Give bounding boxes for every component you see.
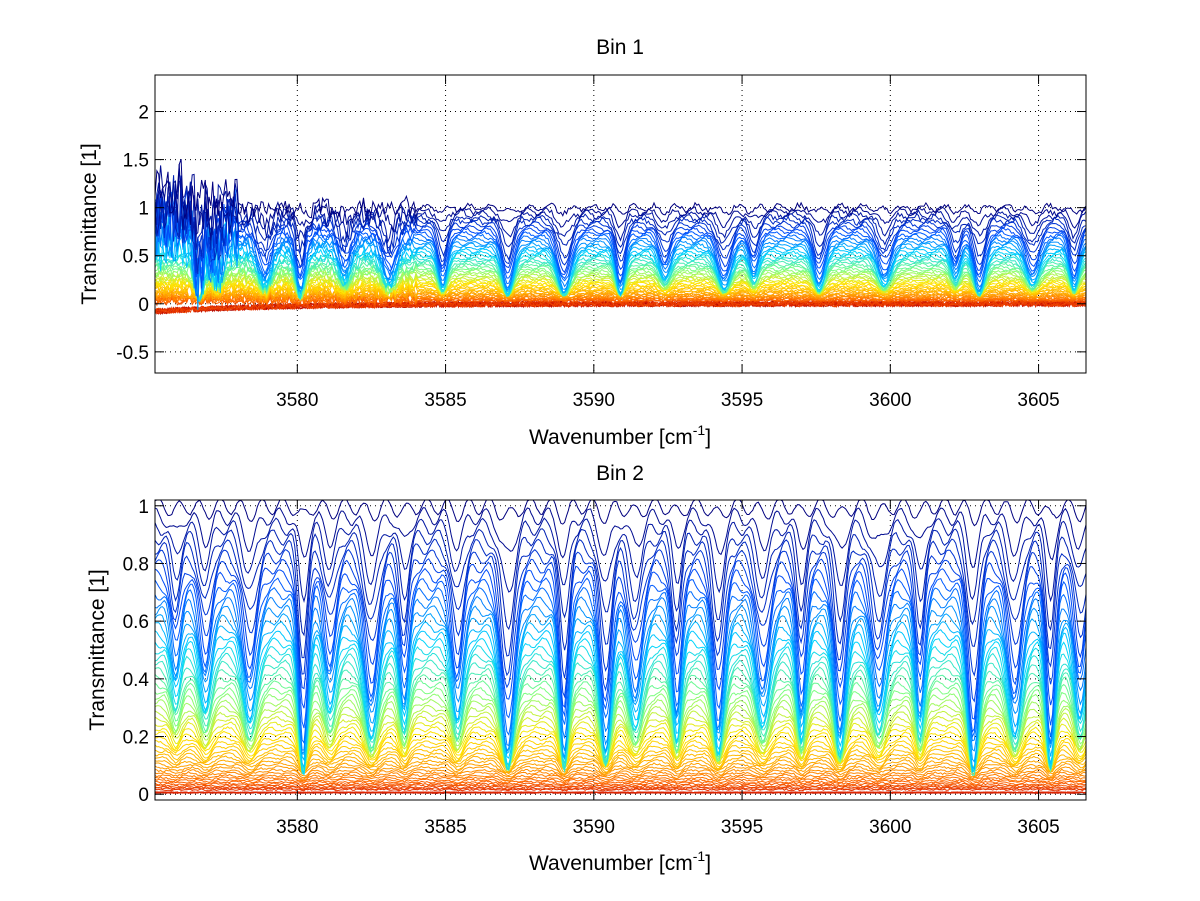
series-line (154, 762, 1087, 777)
series-line (154, 188, 1087, 289)
series-line (154, 175, 1087, 253)
y-tick-label: 0.6 (123, 612, 149, 633)
y-ticks: 0 0.2 0.4 0.6 0.8 1 (123, 497, 1086, 806)
series-line (154, 759, 1087, 775)
series-line (154, 776, 1087, 784)
y-tick-label: 2 (138, 103, 149, 124)
series-line (154, 730, 1087, 769)
x-tick-label: 3600 (869, 817, 911, 838)
x-tick-label: 3605 (1017, 390, 1059, 411)
series-line (154, 710, 1087, 772)
series-line (154, 200, 1087, 297)
x-ticks: 3580 3585 3590 3595 3600 3605 (276, 500, 1060, 838)
series-line (154, 782, 1087, 787)
series-line (154, 725, 1087, 770)
series-line (154, 548, 1087, 679)
x-tick-label: 3580 (276, 390, 318, 411)
series-line (154, 190, 1087, 274)
y-tick-label: 1.5 (123, 151, 149, 172)
series-line (154, 784, 1087, 789)
y-tick-label: 1 (138, 497, 149, 518)
series-line (154, 175, 1087, 275)
series-line (155, 791, 1087, 794)
series-line (154, 577, 1087, 734)
y-tick-label: 0 (138, 295, 149, 316)
series-line (154, 659, 1087, 774)
series-line (154, 558, 1087, 703)
y-axis-label: Transmittance [1] (78, 143, 101, 304)
series-line (154, 191, 1087, 289)
series-line (154, 211, 1087, 296)
series-line (154, 771, 1087, 781)
x-tick-label: 3580 (276, 817, 318, 838)
x-axis-label: Wavenumber [cm-1] (529, 848, 711, 875)
series-line (154, 755, 1087, 774)
series-line (154, 778, 1087, 785)
series-line (154, 159, 1087, 226)
series-line (154, 507, 1087, 568)
y-tick-label: -0.5 (116, 343, 149, 364)
series-line (154, 739, 1087, 771)
x-tick-label: 3595 (721, 390, 763, 411)
plot-title: Bin 1 (596, 36, 644, 59)
y-axis-label: Transmittance [1] (86, 569, 109, 730)
series-line (154, 765, 1087, 778)
y-tick-label: 0.5 (123, 247, 149, 268)
plot-title: Bin 2 (596, 462, 644, 485)
series-line (154, 567, 1087, 720)
series-line (154, 744, 1087, 772)
series-line (154, 785, 1087, 790)
series-line (154, 528, 1087, 637)
y-tick-label: 0.4 (123, 670, 150, 691)
y-tick-label: 1 (138, 199, 149, 220)
x-tick-label: 3590 (573, 390, 615, 411)
series-line (154, 178, 1087, 244)
series-line (154, 517, 1087, 603)
series-line (154, 205, 1087, 293)
series-line (154, 704, 1087, 772)
x-tick-label: 3595 (721, 817, 763, 838)
series-line (154, 780, 1087, 786)
x-tick-label: 3605 (1017, 817, 1059, 838)
series-line (154, 299, 1087, 314)
y-tick-label: 0 (138, 785, 149, 806)
series-line (154, 673, 1087, 777)
y-tick-label: 0.2 (123, 728, 149, 749)
series-line (154, 613, 1087, 764)
series-line (154, 666, 1087, 776)
x-tick-label: 3585 (424, 817, 466, 838)
series-lines (154, 499, 1087, 794)
series-line (154, 207, 1087, 310)
x-ticks: 3580 3585 3590 3595 3600 3605 (276, 75, 1060, 411)
series-line (154, 499, 1087, 527)
series-line (154, 604, 1087, 755)
series-line (154, 698, 1087, 772)
axes-bin-1: Bin 1 3580 3585 3590 3595 3600 3605 -0.5 0 0.5 1… (78, 36, 1087, 449)
x-tick-label: 3585 (424, 390, 466, 411)
series-line (154, 164, 1087, 241)
axes-bin-2: Bin 2 3580 3585 3590 3595 3600 3605 0 0.2 0.4 0.… (86, 462, 1087, 875)
series-line (154, 773, 1087, 782)
series-line (154, 752, 1087, 774)
x-tick-label: 3590 (573, 817, 615, 838)
series-lines (154, 159, 1087, 316)
y-tick-label: 0.8 (123, 554, 149, 575)
series-line (154, 788, 1086, 792)
x-tick-label: 3600 (869, 390, 911, 411)
series-line (154, 621, 1087, 770)
x-axis-label: Wavenumber [cm-1] (529, 422, 711, 449)
series-line (154, 188, 1087, 276)
series-line (154, 735, 1087, 771)
y-ticks: -0.5 0 0.5 1 1.5 2 (116, 103, 1086, 364)
series-line (154, 538, 1087, 659)
